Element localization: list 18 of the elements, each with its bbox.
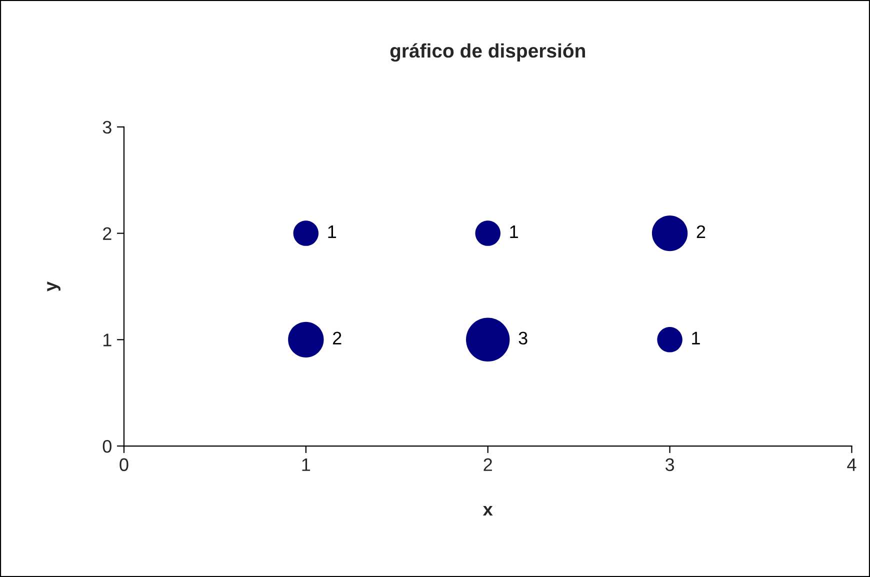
data-label: 2 bbox=[332, 332, 342, 344]
x-tick-label: 3 bbox=[665, 458, 674, 472]
y-tick-label: 3 bbox=[102, 120, 112, 134]
data-label: 1 bbox=[328, 226, 336, 238]
y-tick-label: 2 bbox=[103, 227, 112, 240]
x-axis-title: x bbox=[482, 506, 493, 516]
x-tick-label: 2 bbox=[484, 458, 492, 471]
chart-title: gráfico de dispersión bbox=[390, 43, 585, 62]
x-tick-label: 0 bbox=[120, 458, 128, 472]
data-label: 1 bbox=[692, 332, 700, 344]
y-tick-label: 0 bbox=[102, 440, 112, 453]
x-tick-label: 4 bbox=[847, 458, 856, 471]
y-tick-label: 1 bbox=[104, 334, 112, 346]
data-label: 1 bbox=[510, 226, 518, 238]
x-tick-label: 1 bbox=[302, 458, 310, 471]
data-label: 2 bbox=[696, 225, 706, 238]
data-label: 3 bbox=[518, 332, 528, 345]
y-axis-title: y bbox=[47, 282, 60, 292]
